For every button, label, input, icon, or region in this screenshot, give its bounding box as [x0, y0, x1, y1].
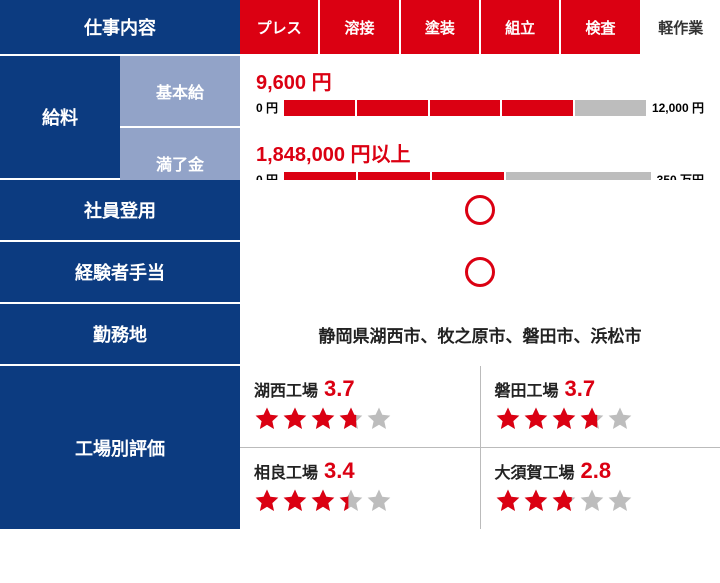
bar-segment: [357, 100, 430, 116]
bar-segment: [430, 100, 503, 116]
job-type-tab[interactable]: 検査: [561, 0, 641, 54]
star-icon: [495, 488, 521, 514]
circle-icon: [465, 257, 495, 287]
bar-track: [284, 100, 646, 116]
row-promotion: 社員登用: [0, 180, 720, 242]
header-label: 経験者手当: [75, 259, 165, 285]
star-rating: [254, 488, 466, 519]
factory-name: 湖西工場: [254, 383, 318, 400]
ratings-grid: 湖西工場 3.7 磐田工場 3.7: [240, 366, 720, 529]
star-icon: [551, 488, 577, 514]
header-experience: 経験者手当: [0, 242, 240, 302]
star-icon: [254, 488, 280, 514]
star-icon: [523, 488, 549, 514]
row-job-types: 仕事内容 プレス溶接塗装組立検査軽作業: [0, 0, 720, 56]
header-ratings: 工場別評価: [0, 366, 240, 529]
subheader-base-pay: 基本給: [120, 56, 240, 126]
star-icon: [282, 488, 308, 514]
header-salary: 給料: [0, 56, 120, 178]
job-type-tab[interactable]: 塗装: [401, 0, 481, 54]
header-promotion: 社員登用: [0, 180, 240, 240]
base-pay-bar: 0 円 12,000 円: [256, 99, 704, 116]
subheader-label: 満了金: [156, 151, 204, 175]
factory-score: 3.7: [565, 376, 596, 401]
star-icon: [495, 406, 521, 432]
header-label: 給料: [42, 104, 78, 130]
star-rating: [495, 406, 707, 437]
star-icon: [607, 406, 633, 432]
job-type-tab[interactable]: プレス: [240, 0, 320, 54]
star-icon: [366, 488, 392, 514]
star-icon: [254, 406, 280, 432]
header-label: 仕事内容: [84, 14, 156, 40]
star-icon: [523, 406, 549, 432]
row-experience: 経験者手当: [0, 242, 720, 304]
star-icon: [310, 406, 336, 432]
row-ratings: 工場別評価 湖西工場 3.7 磐田工場 3.7: [0, 366, 720, 529]
subheader-label: 基本給: [156, 79, 204, 103]
base-pay-value: 9,600 円: [256, 66, 704, 95]
factory-score: 3.7: [324, 376, 355, 401]
star-rating: [495, 488, 707, 519]
star-icon: [366, 406, 392, 432]
star-icon: [282, 406, 308, 432]
info-table: 仕事内容 プレス溶接塗装組立検査軽作業 給料 基本給 9,600 円 0 円 1…: [0, 0, 720, 529]
content-experience: [240, 242, 720, 302]
factory-score: 3.4: [324, 458, 355, 483]
star-icon: [551, 406, 577, 432]
factory-rating-cell: 湖西工場 3.7: [240, 366, 480, 447]
factory-rating-cell: 大須賀工場 2.8: [480, 447, 720, 529]
circle-icon: [465, 195, 495, 225]
bar-max-label: 12,000 円: [652, 99, 704, 116]
header-label: 社員登用: [84, 197, 156, 223]
job-type-tab[interactable]: 溶接: [320, 0, 400, 54]
row-salary: 給料 基本給 9,600 円 0 円 12,000 円 満了金: [0, 56, 720, 180]
bar-segment: [575, 100, 646, 116]
header-label: 工場別評価: [75, 435, 165, 461]
content-promotion: [240, 180, 720, 240]
bar-segment: [502, 100, 575, 116]
factory-score: 2.8: [581, 458, 612, 483]
bonus-value: 1,848,000 円以上: [256, 138, 704, 167]
star-icon: [338, 406, 364, 432]
job-type-tab[interactable]: 軽作業: [642, 0, 720, 54]
bar-segment: [284, 100, 357, 116]
content-base-pay: 9,600 円 0 円 12,000 円: [240, 56, 720, 126]
star-icon: [310, 488, 336, 514]
factory-name: 磐田工場: [495, 383, 559, 400]
factory-rating-cell: 磐田工場 3.7: [480, 366, 720, 447]
location-value: 静岡県湖西市、牧之原市、磐田市、浜松市: [319, 322, 642, 347]
job-type-tab[interactable]: 組立: [481, 0, 561, 54]
factory-rating-cell: 相良工場 3.4: [240, 447, 480, 529]
star-icon: [579, 488, 605, 514]
bar-min-label: 0 円: [256, 99, 278, 116]
star-rating: [254, 406, 466, 437]
header-label: 勤務地: [93, 321, 147, 347]
content-location: 静岡県湖西市、牧之原市、磐田市、浜松市: [240, 304, 720, 364]
job-type-tabs: プレス溶接塗装組立検査軽作業: [240, 0, 720, 54]
star-icon: [338, 488, 364, 514]
header-job-types: 仕事内容: [0, 0, 240, 54]
factory-name: 相良工場: [254, 465, 318, 482]
row-location: 勤務地 静岡県湖西市、牧之原市、磐田市、浜松市: [0, 304, 720, 366]
header-location: 勤務地: [0, 304, 240, 364]
star-icon: [579, 406, 605, 432]
factory-name: 大須賀工場: [495, 465, 575, 482]
star-icon: [607, 488, 633, 514]
